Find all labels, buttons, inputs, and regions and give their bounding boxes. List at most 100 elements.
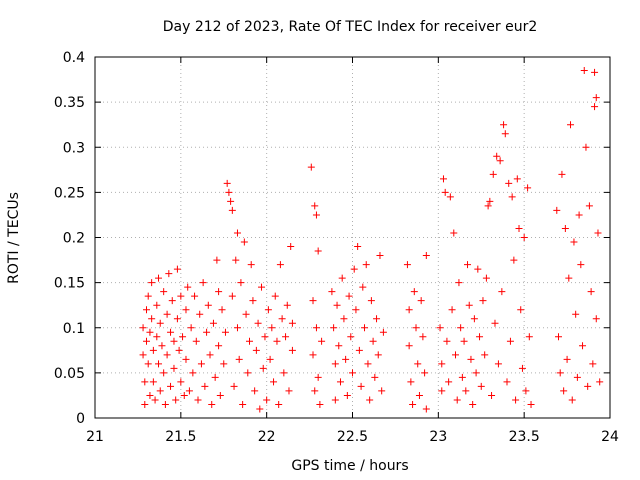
data-point (165, 270, 173, 278)
data-point (414, 360, 422, 368)
data-point (352, 306, 360, 314)
data-point (518, 364, 526, 372)
data-point (592, 94, 600, 102)
data-point (199, 279, 207, 287)
data-point (167, 382, 175, 390)
data-point (405, 342, 413, 350)
data-point (312, 211, 320, 219)
data-point (580, 67, 588, 75)
data-point (268, 324, 276, 332)
data-point (522, 387, 530, 395)
data-point (201, 382, 209, 390)
data-point (524, 184, 532, 192)
data-point (417, 297, 425, 305)
data-point (180, 391, 188, 399)
x-tick-label: 21 (86, 429, 104, 445)
data-point (264, 306, 272, 314)
data-point (143, 337, 150, 345)
data-point (309, 351, 317, 359)
data-point (570, 238, 578, 246)
data-point (239, 400, 247, 408)
data-point (252, 346, 260, 354)
data-point (458, 373, 466, 381)
y-axis-label: ROTI / TECUs (6, 192, 22, 284)
data-point (591, 68, 599, 76)
data-point (148, 315, 156, 323)
data-point (285, 387, 293, 395)
data-point (560, 387, 568, 395)
data-point (354, 243, 362, 251)
data-point (453, 396, 461, 404)
y-tick-label: 0.3 (63, 140, 85, 156)
data-point (419, 333, 427, 341)
data-point (491, 319, 499, 327)
data-point (520, 234, 528, 241)
data-point (220, 360, 228, 368)
data-point (553, 206, 561, 214)
data-point (206, 351, 214, 359)
data-point (472, 369, 480, 377)
data-point (374, 351, 382, 359)
data-point (582, 143, 590, 151)
data-point (144, 360, 152, 368)
data-point (493, 152, 501, 160)
data-point (506, 337, 514, 345)
data-point (170, 337, 178, 345)
data-point (362, 261, 370, 269)
data-point (273, 337, 281, 345)
data-point (378, 387, 386, 395)
data-point (460, 337, 468, 345)
y-tick-label: 0.25 (54, 185, 85, 201)
data-point (168, 297, 176, 305)
data-point (555, 333, 562, 341)
data-point (596, 378, 604, 386)
data-point (448, 306, 456, 314)
data-point (271, 292, 279, 300)
data-point (364, 360, 372, 368)
data-point (244, 369, 252, 377)
data-point (349, 369, 356, 377)
data-point (232, 256, 240, 264)
data-point (367, 297, 375, 305)
data-point (312, 324, 320, 332)
data-point (163, 351, 171, 359)
x-axis-ticks: 21 21.5 22 22.5 23 23.5 24 (86, 57, 619, 445)
data-point (143, 306, 150, 314)
data-point (223, 179, 231, 187)
data-point (488, 391, 496, 399)
data-point (288, 346, 296, 354)
data-point (158, 342, 166, 350)
data-point (225, 188, 233, 196)
data-point (331, 360, 339, 368)
data-point (515, 224, 523, 232)
data-point (512, 396, 520, 404)
data-point (464, 261, 472, 269)
data-point (251, 387, 259, 395)
data-point (422, 405, 430, 413)
data-point (565, 274, 573, 282)
data-point (187, 324, 195, 332)
data-point (589, 360, 597, 368)
data-point (282, 333, 290, 341)
data-point (567, 121, 575, 129)
data-point (379, 328, 387, 336)
data-point (227, 197, 235, 205)
data-point (230, 382, 238, 390)
x-tick-label: 22 (258, 429, 276, 445)
data-point (163, 310, 171, 318)
data-point (160, 369, 168, 377)
data-point (249, 297, 257, 305)
data-point (175, 346, 183, 354)
data-point (436, 324, 444, 332)
data-point (189, 369, 197, 377)
data-point (263, 396, 271, 404)
data-point (407, 378, 415, 386)
data-point (246, 337, 253, 345)
data-point (484, 202, 492, 210)
data-point (505, 179, 513, 187)
data-point (173, 315, 181, 323)
data-point (409, 400, 417, 408)
data-point (155, 360, 163, 368)
data-point (525, 333, 533, 341)
data-point (182, 306, 190, 314)
